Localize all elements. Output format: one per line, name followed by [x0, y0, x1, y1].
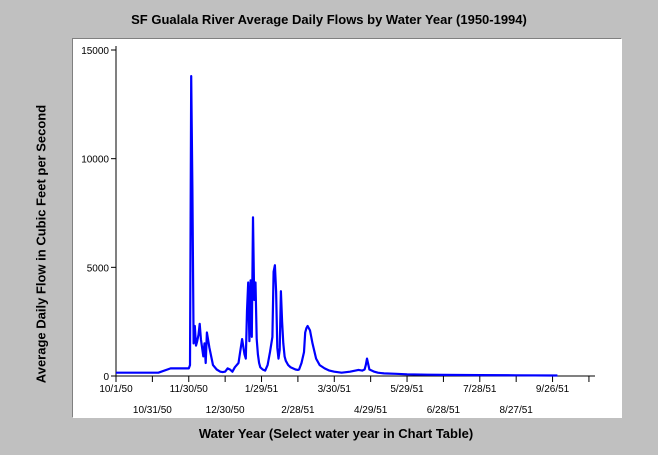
- y-tick-label: 5000: [87, 263, 110, 274]
- x-tick-label: 4/29/51: [354, 405, 388, 416]
- x-tick-label: 10/1/50: [99, 384, 133, 395]
- x-tick-label: 1/29/51: [245, 384, 279, 395]
- x-tick-label: 9/26/51: [536, 384, 570, 395]
- flow-series-line: [116, 74, 558, 377]
- x-tick-label: 6/28/51: [427, 405, 461, 416]
- x-tick-label: 7/28/51: [463, 384, 497, 395]
- x-tick-label: 11/30/50: [170, 384, 209, 395]
- x-tick-label: 10/31/50: [133, 405, 172, 416]
- x-tick-label: 12/30/50: [206, 405, 245, 416]
- x-axis-label: Water Year (Select water year in Chart T…: [198, 426, 474, 441]
- x-tick-label: 8/27/51: [499, 405, 533, 416]
- x-tick-label: 5/29/51: [390, 384, 424, 395]
- y-tick-label: 15000: [81, 46, 109, 57]
- y-tick-label: 0: [103, 372, 109, 383]
- plot-panel: [72, 38, 622, 418]
- chart-title: SF Gualala River Average Daily Flows by …: [131, 12, 527, 27]
- y-axis-label: Average Daily Flow in Cubic Feet per Sec…: [33, 104, 49, 384]
- x-tick-label: 3/30/51: [318, 384, 352, 395]
- y-tick-label: 10000: [81, 155, 109, 166]
- x-tick-label: 2/28/51: [281, 405, 315, 416]
